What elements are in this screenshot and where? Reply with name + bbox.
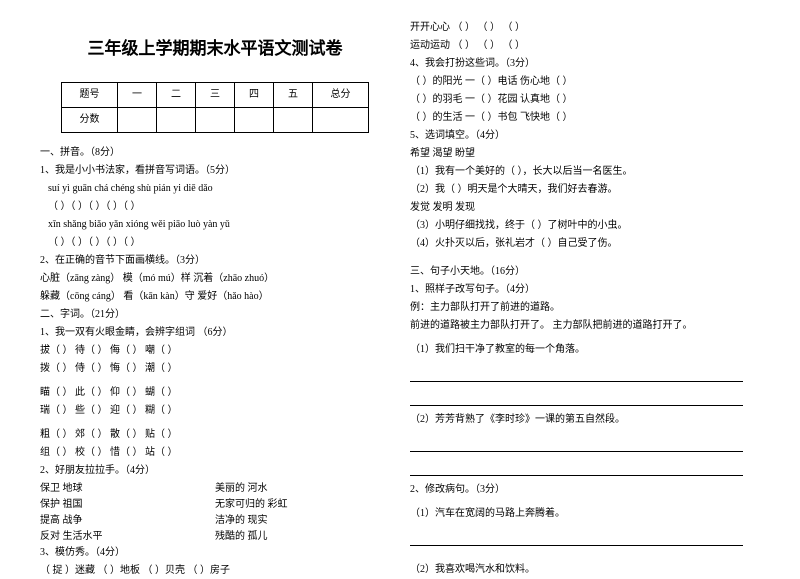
right-column: 开开心心 （ ） （ ） （ ） 运动运动 （ ） （ ） （ ） 4、我会打扮… (400, 20, 770, 545)
r4: （ ）的羽毛 一（ ）花园 认真地（ ） (410, 92, 760, 108)
th-1: 一 (117, 83, 156, 108)
r3: （ ）的阳光 一（ ）电话 伤心地（ ） (410, 74, 760, 90)
example2: 前进的道路被主力部队打开了。 主力部队把前进的道路打开了。 (410, 318, 760, 334)
answer-line (410, 458, 743, 476)
q4: 2、好朋友拉拉手。（4分） (40, 463, 390, 479)
pair-d: 瑞（ ） 些（ ） 迎（ ） 糊（ ） (40, 403, 390, 419)
g3a: 提高 战争 (40, 513, 215, 529)
example: 例：主力部队打开了前进的道路。 (410, 300, 760, 316)
g1b: 美丽的 河水 (215, 481, 268, 497)
r1a: 开开心心 （ ） （ ） （ ） (410, 20, 760, 36)
r8: （1）我有一个美好的（ ），长大以后当一名医生。 (410, 164, 760, 180)
g1a: 保卫 地球 (40, 481, 215, 497)
q3: 1、我一双有火眼金睛，会辨字组词 （6分） (40, 325, 390, 341)
th-6: 总分 (312, 83, 368, 108)
q2-a: 心脏（zāng zàng） 模（mó mú）样 沉着（zhāo zhuó） (40, 271, 390, 287)
r7: 希望 渴望 盼望 (410, 146, 760, 162)
row-label: 分数 (62, 108, 118, 133)
pair-b: 拨（ ） 侍（ ） 悔（ ） 潮（ ） (40, 361, 390, 377)
g4a: 反对 生活水平 (40, 529, 215, 545)
answer-line (410, 364, 743, 382)
r10: 发觉 发明 发现 (410, 200, 760, 216)
r12: （4）火扑灭以后，张礼岩才（ ）自己受了伤。 (410, 236, 760, 252)
s3q1-2: （2）芳芳背熟了《李时珍》一课的第五自然段。 (410, 412, 760, 428)
s3q2-2: （2）我喜欢喝汽水和饮料。 (410, 562, 760, 578)
s3q2: 2、修改病句。（3分） (410, 482, 760, 498)
th-3: 三 (195, 83, 234, 108)
g4b: 残酷的 孤儿 (215, 529, 268, 545)
r6: 5、选词填空。（4分） (410, 128, 760, 144)
section-2: 二、字词。（21分） (40, 307, 390, 323)
left-column: 三年级上学期期末水平语文测试卷 题号 一 二 三 四 五 总分 分数 一、拼音。… (30, 20, 400, 545)
s3q1-1: （1）我们扫干净了教室的每一个角落。 (410, 342, 760, 358)
page-title: 三年级上学期期末水平语文测试卷 (40, 35, 390, 62)
pair-e: 粗（ ） 郊（ ） 散（ ） 贴（ ） (40, 427, 390, 443)
th-0: 题号 (62, 83, 118, 108)
answer-line (410, 434, 743, 452)
pinyin-1: suí yì guān chá chéng shù pián yi diē dǎ… (40, 181, 390, 197)
q5-ex: （ 捉 ）迷藏 （ ）地板 （ ）贝壳 （ ）房子 (40, 563, 390, 579)
g3b: 洁净的 现实 (215, 513, 268, 529)
r5: （ ）的生活 一（ ）书包 飞快地（ ） (410, 110, 760, 126)
g2a: 保护 祖国 (40, 497, 215, 513)
pinyin-2: xīn shǎng biǎo yǎn xióng wěi piāo luò yà… (40, 217, 390, 233)
table-row: 分数 (62, 108, 369, 133)
s3q1: 1、照样子改写句子。（4分） (410, 282, 760, 298)
s3q2-1: （1）汽车在宽阔的马路上奔腾着。 (410, 506, 760, 522)
th-2: 二 (156, 83, 195, 108)
r1b: 运动运动 （ ） （ ） （ ） (410, 38, 760, 54)
r2: 4、我会打扮这些词。（3分） (410, 56, 760, 72)
r9: （2）我（ ）明天是个大晴天，我们好去春游。 (410, 182, 760, 198)
q1: 1、我是小小书法家，看拼音写词语。（5分） (40, 163, 390, 179)
q2-b: 躲藏（cōng cáng） 看（kān kàn）守 爱好（hǎo hào） (40, 289, 390, 305)
blanks-2: （ ）（ ）（ ）（ ）（ ） (40, 235, 390, 251)
blanks-1: （ ）（ ）（ ）（ ）（ ） (40, 199, 390, 215)
table-row: 题号 一 二 三 四 五 总分 (62, 83, 369, 108)
answer-line (410, 528, 743, 546)
pair-a: 拔（ ） 待（ ） 侮（ ） 嘲（ ） (40, 343, 390, 359)
pair-f: 组（ ） 校（ ） 惜（ ） 站（ ） (40, 445, 390, 461)
g2b: 无家可归的 彩虹 (215, 497, 288, 513)
q2: 2、在正确的音节下面画横线。（3分） (40, 253, 390, 269)
section-3: 三、句子小天地。（16分） (410, 264, 760, 280)
section-1: 一、拼音。（8分） (40, 145, 390, 161)
th-5: 五 (273, 83, 312, 108)
score-table: 题号 一 二 三 四 五 总分 分数 (61, 82, 369, 133)
answer-line (410, 388, 743, 406)
q5: 3、模仿秀。（4分） (40, 545, 390, 561)
th-4: 四 (234, 83, 273, 108)
r11: （3）小明仔细找找，终于（ ）了树叶中的小虫。 (410, 218, 760, 234)
pair-c: 瞄（ ） 此（ ） 仰（ ） 蝴（ ） (40, 385, 390, 401)
